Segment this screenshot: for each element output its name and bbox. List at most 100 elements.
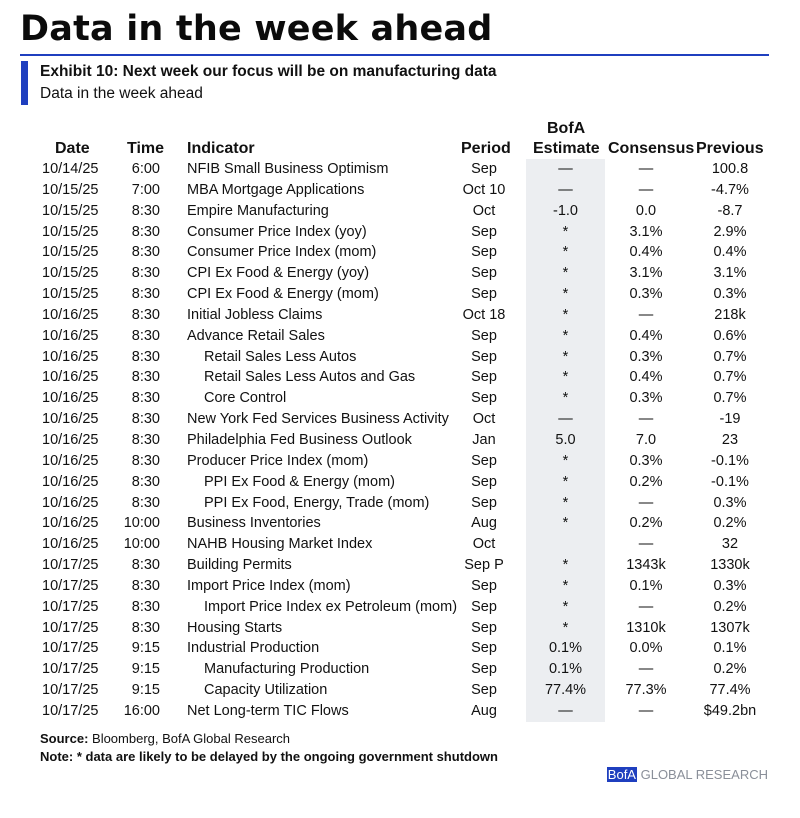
cell-estimate: — xyxy=(558,181,573,198)
exhibit-title: Exhibit 10: Next week our focus will be … xyxy=(40,63,497,80)
cell-date: 10/16/25 xyxy=(42,348,99,365)
cell-previous: -0.1% xyxy=(711,473,749,490)
cell-estimate: * xyxy=(562,390,569,407)
cell-previous: 0.3% xyxy=(713,286,747,303)
cell-time: 8:30 xyxy=(131,411,160,428)
cell-indicator: Empire Manufacturing xyxy=(187,202,329,219)
cell-consensus: 0.4% xyxy=(629,369,663,386)
cell-indicator: Philadelphia Fed Business Outlook xyxy=(187,431,412,448)
cell-time: 8:30 xyxy=(131,327,160,344)
cell-consensus: — xyxy=(638,306,654,323)
cell-time: 8:30 xyxy=(131,348,160,365)
cell-indicator: Import Price Index ex Petroleum (mom) xyxy=(204,598,458,615)
cell-consensus: — xyxy=(638,536,654,553)
cell-previous: 100.8 xyxy=(711,161,749,177)
cell-period: Sep xyxy=(471,473,497,490)
cell-consensus: — xyxy=(638,598,654,615)
cell-estimate: * xyxy=(562,577,569,594)
table-row: 10/15/25 7:00 MBA Mortgage Applications Oct… xyxy=(0,180,800,201)
header-previous: Previous xyxy=(696,140,764,157)
cell-previous: 0.3% xyxy=(713,494,747,511)
cell-time: 8:30 xyxy=(131,223,160,240)
cell-previous: 0.2% xyxy=(713,661,747,678)
cell-estimate: 0.1% xyxy=(548,640,583,657)
table-row: 10/16/25 8:30 New York Fed Services Busine… xyxy=(0,409,800,430)
cell-indicator: MBA Mortgage Applications xyxy=(187,181,365,198)
cell-consensus: 3.1% xyxy=(629,265,663,282)
cell-date: 10/17/25 xyxy=(42,640,99,657)
cell-date: 10/16/25 xyxy=(42,536,99,553)
cell-time: 8:30 xyxy=(131,244,160,261)
table-row: 10/16/25 8:30 Initial Jobless Claims Oct 18… xyxy=(0,305,800,326)
cell-indicator: PPI Ex Food, Energy, Trade (mom) xyxy=(204,494,430,511)
cell-time: 8:30 xyxy=(131,577,160,594)
cell-indicator: Net Long-term TIC Flows xyxy=(187,702,349,719)
exhibit-subtitle: Data in the week ahead xyxy=(40,85,203,102)
cell-date: 10/16/25 xyxy=(42,390,99,407)
cell-indicator: Consumer Price Index (yoy) xyxy=(187,223,367,240)
cell-estimate: * xyxy=(562,306,569,323)
cell-consensus: 0.0% xyxy=(629,640,663,657)
cell-consensus: — xyxy=(638,494,654,511)
cell-period: Aug xyxy=(471,515,497,532)
table-row: 10/14/25 6:00 NFIB Small Business Optimism… xyxy=(0,159,800,180)
cell-previous: 218k xyxy=(714,306,746,323)
cell-consensus: 1310k xyxy=(626,619,666,636)
cell-time: 8:30 xyxy=(131,286,160,303)
table-row: 10/16/25 8:30 Philadelphia Fed Business Ou… xyxy=(0,430,800,451)
estimate-column-shade xyxy=(526,159,605,722)
cell-consensus: — xyxy=(638,161,654,177)
cell-consensus: 0.4% xyxy=(629,244,663,261)
cell-consensus: — xyxy=(638,661,654,678)
cell-date: 10/16/25 xyxy=(42,452,99,469)
cell-previous: 1307k xyxy=(710,619,750,636)
cell-date: 10/15/25 xyxy=(42,244,99,261)
table-row: 10/15/25 8:30 CPI Ex Food & Energy (mom) Se… xyxy=(0,284,800,305)
cell-previous: 0.3% xyxy=(713,577,747,594)
cell-consensus: 0.1% xyxy=(629,577,663,594)
cell-consensus: 0.3% xyxy=(629,452,663,469)
cell-period: Jan xyxy=(472,431,496,448)
cell-period: Sep xyxy=(471,369,497,386)
cell-previous: 0.7% xyxy=(713,369,747,386)
cell-period: Sep xyxy=(471,223,497,240)
header-time: Time xyxy=(127,140,165,157)
table-row: 10/16/25 8:30 Producer Price Index (mom) Se… xyxy=(0,451,800,472)
cell-time: 6:00 xyxy=(131,161,160,177)
cell-estimate: * xyxy=(562,244,569,261)
cell-indicator: Housing Starts xyxy=(187,619,283,636)
cell-previous: 32 xyxy=(721,536,739,553)
cell-indicator: Producer Price Index (mom) xyxy=(187,452,369,469)
footnote: Note: * data are likely to be delayed by… xyxy=(40,749,498,764)
table-row: 10/17/25 9:15 Capacity Utilization Sep 77.4%… xyxy=(0,680,800,701)
cell-indicator: Advance Retail Sales xyxy=(187,327,325,344)
cell-period: Sep xyxy=(471,244,497,261)
cell-period: Sep xyxy=(471,598,497,615)
cell-consensus: — xyxy=(638,181,654,198)
cell-previous: 0.4% xyxy=(713,244,747,261)
cell-indicator: PPI Ex Food & Energy (mom) xyxy=(204,473,395,490)
cell-period: Aug xyxy=(471,702,497,719)
table-row: 10/15/25 8:30 Consumer Price Index (mom) Se… xyxy=(0,242,800,263)
cell-time: 9:15 xyxy=(131,661,160,678)
header-estimate: Estimate xyxy=(533,140,600,157)
cell-consensus: 0.2% xyxy=(629,473,663,490)
cell-period: Sep xyxy=(471,577,497,594)
cell-time: 8:30 xyxy=(131,598,160,615)
cell-estimate: 5.0 xyxy=(555,431,576,448)
cell-consensus: 1343k xyxy=(626,557,666,574)
cell-consensus: 0.0 xyxy=(635,202,657,219)
cell-time: 10:00 xyxy=(123,536,160,553)
table-row: 10/16/25 8:30 Retail Sales Less Autos Sep * 0… xyxy=(0,347,800,368)
table-row: 10/16/25 8:30 PPI Ex Food, Energy, Trade (… xyxy=(0,493,800,514)
cell-period: Oct 10 xyxy=(462,181,506,198)
cell-date: 10/17/25 xyxy=(42,598,99,615)
cell-indicator: CPI Ex Food & Energy (mom) xyxy=(187,286,379,303)
cell-date: 10/15/25 xyxy=(42,265,99,282)
cell-previous: 0.2% xyxy=(713,598,747,615)
cell-time: 8:30 xyxy=(131,494,160,511)
cell-consensus: 3.1% xyxy=(629,223,663,240)
brand-bofa: BofA xyxy=(606,767,637,782)
table-row: 10/15/25 8:30 Consumer Price Index (yoy) Se… xyxy=(0,222,800,243)
cell-indicator: Industrial Production xyxy=(187,640,320,657)
